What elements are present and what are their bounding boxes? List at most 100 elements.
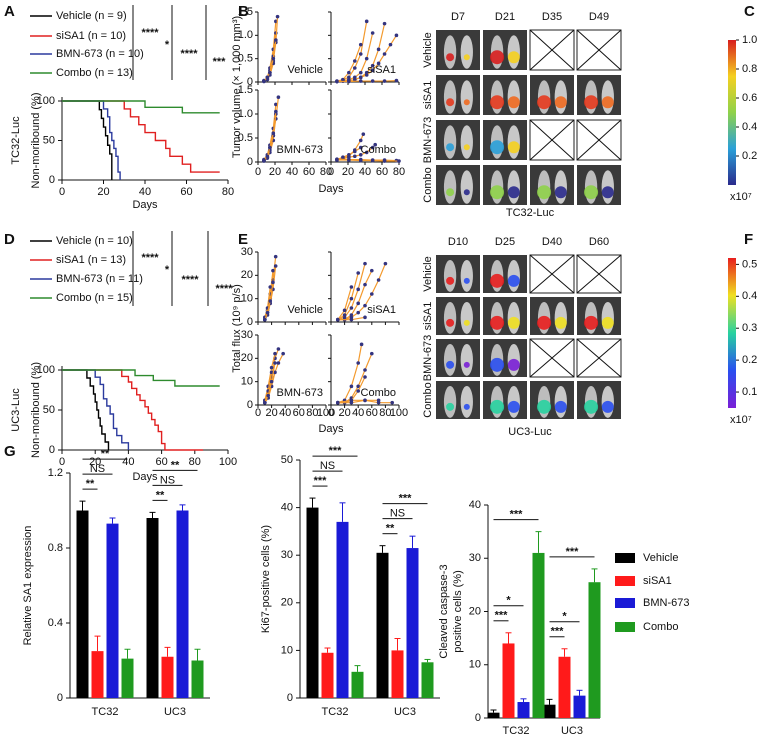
data-point bbox=[388, 42, 393, 47]
panel-name: Vehicle bbox=[288, 304, 323, 316]
data-point bbox=[358, 75, 363, 80]
legend-swatch bbox=[615, 598, 635, 608]
bar bbox=[376, 552, 389, 698]
significance-label: ** bbox=[101, 448, 110, 460]
signal bbox=[446, 402, 455, 411]
data-point bbox=[370, 158, 375, 163]
data-point bbox=[363, 261, 367, 266]
x-axis-label: Days bbox=[132, 199, 158, 211]
signal bbox=[463, 277, 470, 284]
y-tick-label: 1.5 bbox=[238, 84, 253, 96]
data-point bbox=[356, 287, 361, 292]
image-cell bbox=[436, 381, 480, 419]
data-point bbox=[376, 398, 381, 403]
y-tick-label: 30 bbox=[469, 552, 481, 564]
signal bbox=[537, 95, 552, 110]
colorbar-tick-label: 0.8 bbox=[742, 63, 757, 75]
legend-label: siSA1 (n = 13) bbox=[56, 254, 126, 266]
y-tick-label: 1.2 bbox=[48, 467, 63, 479]
significance-label: ** bbox=[171, 459, 180, 471]
y-axis-label: Ki67-positive cells (%) bbox=[260, 525, 272, 633]
significance-label: ** bbox=[156, 489, 165, 501]
data-point bbox=[269, 365, 274, 370]
bar bbox=[573, 695, 586, 718]
data-point bbox=[262, 158, 266, 162]
signal bbox=[446, 276, 455, 285]
data-point bbox=[349, 317, 354, 322]
data-point bbox=[364, 56, 369, 61]
cross bbox=[576, 338, 622, 378]
survival-curve bbox=[62, 100, 220, 173]
data-point bbox=[349, 296, 354, 301]
data-point bbox=[271, 268, 275, 273]
data-point bbox=[383, 261, 388, 266]
y-tick-label: 10 bbox=[281, 644, 293, 656]
column-label: D25 bbox=[495, 236, 515, 248]
image-cell bbox=[577, 165, 621, 205]
survival-curve bbox=[62, 369, 204, 451]
growth-line bbox=[264, 353, 276, 401]
cross bbox=[529, 254, 575, 294]
image-cell bbox=[483, 75, 527, 115]
data-point bbox=[274, 109, 278, 114]
data-point bbox=[274, 102, 278, 107]
bar bbox=[176, 510, 189, 698]
growth-line bbox=[264, 282, 274, 320]
data-point bbox=[265, 154, 270, 159]
column-label: D35 bbox=[542, 11, 562, 23]
x-tick-label: 80 bbox=[393, 166, 405, 178]
x-tick-label: 20 bbox=[342, 166, 354, 178]
data-point bbox=[347, 153, 351, 157]
signal bbox=[446, 360, 455, 369]
panel-label: B bbox=[238, 3, 249, 20]
signal bbox=[584, 399, 599, 414]
row-label: Combo bbox=[422, 167, 434, 202]
x-tick-label: TC32 bbox=[92, 706, 119, 718]
legend-label: Combo (n = 15) bbox=[56, 292, 133, 304]
x-tick-label: 80 bbox=[189, 456, 201, 468]
bar bbox=[91, 651, 104, 698]
survival-curve bbox=[62, 369, 220, 387]
data-point bbox=[349, 285, 354, 289]
y-tick-label: 50 bbox=[43, 134, 55, 146]
data-point bbox=[363, 303, 367, 308]
signal bbox=[490, 399, 505, 414]
signal bbox=[490, 95, 505, 110]
data-point bbox=[336, 400, 340, 405]
mouse bbox=[443, 35, 457, 69]
data-point bbox=[353, 154, 357, 159]
x-tick-label: 100 bbox=[219, 456, 237, 468]
signal bbox=[446, 318, 455, 327]
y-tick-label: 20 bbox=[241, 269, 253, 281]
data-point bbox=[268, 299, 273, 303]
colorbar-tick-label: 0.1 bbox=[742, 386, 757, 398]
y-tick-label: 30 bbox=[241, 246, 253, 258]
x-tick-label: UC3 bbox=[164, 706, 186, 718]
image-cell bbox=[436, 165, 480, 205]
y-tick-label: 10 bbox=[241, 293, 253, 305]
data-point bbox=[358, 42, 363, 47]
growth-line bbox=[337, 272, 359, 321]
signal bbox=[507, 358, 520, 371]
data-point bbox=[358, 52, 363, 56]
y-tick-label: 10 bbox=[469, 659, 481, 671]
signal bbox=[601, 96, 614, 109]
data-point bbox=[342, 308, 347, 313]
x-tick-label: 60 bbox=[303, 166, 315, 178]
legend-swatch bbox=[615, 622, 635, 632]
y-tick-label: 0 bbox=[247, 156, 253, 168]
data-point bbox=[341, 77, 345, 82]
column-label: D21 bbox=[495, 11, 515, 23]
y-tick-label: 50 bbox=[43, 404, 55, 416]
image-cell bbox=[483, 120, 527, 160]
data-point bbox=[271, 56, 276, 61]
data-point bbox=[265, 75, 270, 80]
panel-label: C bbox=[744, 3, 755, 20]
significance-label: NS bbox=[390, 508, 405, 520]
significance: **** bbox=[180, 48, 198, 60]
signal bbox=[554, 316, 567, 329]
x-tick-label: 0 bbox=[59, 186, 65, 198]
growth-line bbox=[336, 159, 399, 162]
x-tick-label: 20 bbox=[338, 407, 350, 419]
signal bbox=[507, 186, 520, 199]
